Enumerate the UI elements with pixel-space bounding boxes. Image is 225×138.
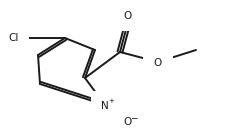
Text: O: O [123,117,132,127]
Text: −: − [130,113,137,123]
Text: N: N [101,101,108,111]
Text: Cl: Cl [9,33,19,43]
Text: O: O [153,58,161,68]
Text: O: O [123,11,132,21]
Text: +: + [108,98,113,104]
